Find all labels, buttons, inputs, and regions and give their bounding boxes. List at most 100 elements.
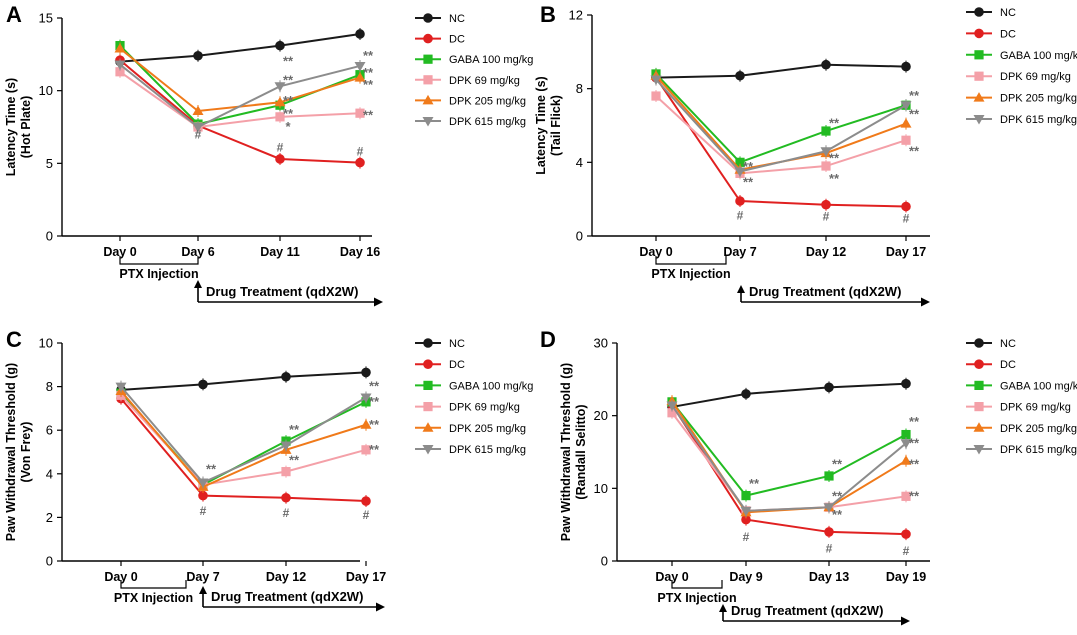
legend-label: DC bbox=[449, 34, 465, 46]
data-point bbox=[274, 82, 286, 92]
significance-mark: ** bbox=[369, 417, 380, 432]
data-point bbox=[901, 429, 911, 440]
data-point bbox=[280, 441, 292, 451]
x-tick-label: Day 0 bbox=[103, 245, 136, 259]
x-tick-label: Day 0 bbox=[639, 245, 672, 259]
legend-item: DPK 69 mg/kg bbox=[415, 402, 520, 414]
panel-label: C bbox=[6, 327, 22, 352]
data-point bbox=[821, 161, 831, 171]
legend-marker bbox=[973, 445, 985, 455]
data-point bbox=[824, 382, 834, 393]
series-line bbox=[119, 70, 361, 129]
data-point bbox=[824, 527, 834, 537]
legend-item: DPK 205 mg/kg bbox=[415, 94, 526, 107]
legend-label: GABA 100 mg/kg bbox=[449, 380, 533, 392]
treatment-label: Drug Treatment (qdX2W) bbox=[206, 284, 358, 299]
series-dpk-615-mg-kg bbox=[666, 399, 912, 517]
data-point bbox=[274, 96, 286, 107]
series-line bbox=[655, 78, 907, 173]
data-point bbox=[650, 75, 662, 85]
legend-item: NC bbox=[415, 13, 465, 25]
series-dpk-615-mg-kg bbox=[114, 58, 366, 133]
series-dc bbox=[116, 392, 371, 508]
legend-marker bbox=[974, 402, 984, 412]
arrowhead-up bbox=[737, 285, 745, 293]
legend-item: NC bbox=[966, 7, 1016, 19]
data-point bbox=[360, 393, 372, 403]
legend-label: DPK 615 mg/kg bbox=[449, 116, 526, 128]
significance-mark: ** bbox=[369, 394, 380, 409]
y-tick-label: 10 bbox=[39, 336, 53, 351]
significance-mark: ** bbox=[749, 476, 760, 491]
series-line bbox=[120, 394, 367, 486]
data-point bbox=[354, 61, 366, 72]
data-point bbox=[281, 371, 291, 382]
significance-mark: ** bbox=[289, 422, 300, 437]
legend-item: DPK 205 mg/kg bbox=[966, 422, 1077, 435]
legend-item: GABA 100 mg/kg bbox=[415, 54, 533, 66]
data-point bbox=[355, 29, 365, 39]
legend-marker bbox=[973, 115, 985, 125]
significance-mark: ** bbox=[909, 414, 920, 429]
significance-mark: ** bbox=[363, 48, 374, 63]
legend-marker bbox=[973, 92, 985, 102]
data-point bbox=[735, 70, 745, 81]
data-point bbox=[900, 439, 912, 449]
y-tick-label: 6 bbox=[46, 423, 53, 438]
series-line bbox=[120, 390, 367, 489]
significance-mark: ** bbox=[743, 159, 754, 174]
injection-label: PTX Injection bbox=[651, 267, 730, 281]
data-point bbox=[900, 455, 912, 465]
legend-item: NC bbox=[966, 338, 1016, 350]
x-tick-label: Day 12 bbox=[266, 570, 306, 584]
series-nc bbox=[667, 377, 911, 413]
legend-label: DPK 69 mg/kg bbox=[1000, 402, 1071, 414]
panel-label: A bbox=[6, 2, 22, 27]
arrowhead-right bbox=[374, 297, 383, 307]
legend-label: GABA 100 mg/kg bbox=[1000, 50, 1077, 62]
series-nc bbox=[651, 58, 911, 84]
legend-marker bbox=[423, 75, 433, 85]
data-point bbox=[821, 199, 831, 210]
series-line bbox=[671, 401, 907, 497]
series-line bbox=[671, 412, 907, 512]
series-line bbox=[119, 32, 361, 63]
data-point bbox=[361, 367, 371, 378]
arrowhead-up bbox=[199, 586, 207, 594]
x-tick-label: Day 11 bbox=[260, 245, 300, 259]
significance-mark: ** bbox=[829, 151, 840, 166]
y-tick-label: 4 bbox=[46, 466, 53, 481]
data-point bbox=[735, 196, 745, 206]
significance-mark: ** bbox=[832, 488, 843, 503]
data-point bbox=[823, 503, 835, 513]
series-line bbox=[120, 371, 367, 391]
significance-mark: ** bbox=[363, 107, 374, 122]
legend-marker bbox=[974, 71, 984, 81]
y-axis-label: Paw Withdrawal Threshold (g) bbox=[559, 363, 573, 541]
legend-label: DPK 69 mg/kg bbox=[449, 75, 520, 87]
legend-label: NC bbox=[1000, 338, 1016, 350]
significance-mark: ** bbox=[369, 379, 380, 394]
legend-marker bbox=[423, 338, 433, 348]
series-line bbox=[119, 63, 361, 129]
data-point bbox=[740, 506, 752, 517]
significance-mark: ** bbox=[283, 93, 294, 108]
x-tick-label: Day 19 bbox=[886, 570, 926, 584]
treatment-label: Drug Treatment (qdX2W) bbox=[749, 284, 901, 299]
significance-mark: # bbox=[283, 506, 290, 520]
legend-item: DPK 69 mg/kg bbox=[966, 71, 1071, 83]
x-tick-label: Day 16 bbox=[340, 245, 380, 259]
data-point bbox=[115, 382, 127, 393]
data-point bbox=[821, 126, 831, 136]
legend-marker bbox=[423, 13, 433, 23]
significance-mark: ** bbox=[909, 88, 920, 103]
y-axis-label: Latency Time (s) bbox=[4, 78, 18, 176]
injection-bracket bbox=[671, 580, 723, 589]
data-point bbox=[901, 378, 911, 389]
arrowhead-up bbox=[719, 604, 727, 612]
y-axis-label-2: (Hot Plate) bbox=[19, 96, 33, 159]
data-point bbox=[651, 91, 661, 101]
x-tick-label: Day 17 bbox=[886, 245, 926, 259]
legend-item: GABA 100 mg/kg bbox=[966, 380, 1077, 392]
significance-mark: # bbox=[357, 145, 364, 159]
